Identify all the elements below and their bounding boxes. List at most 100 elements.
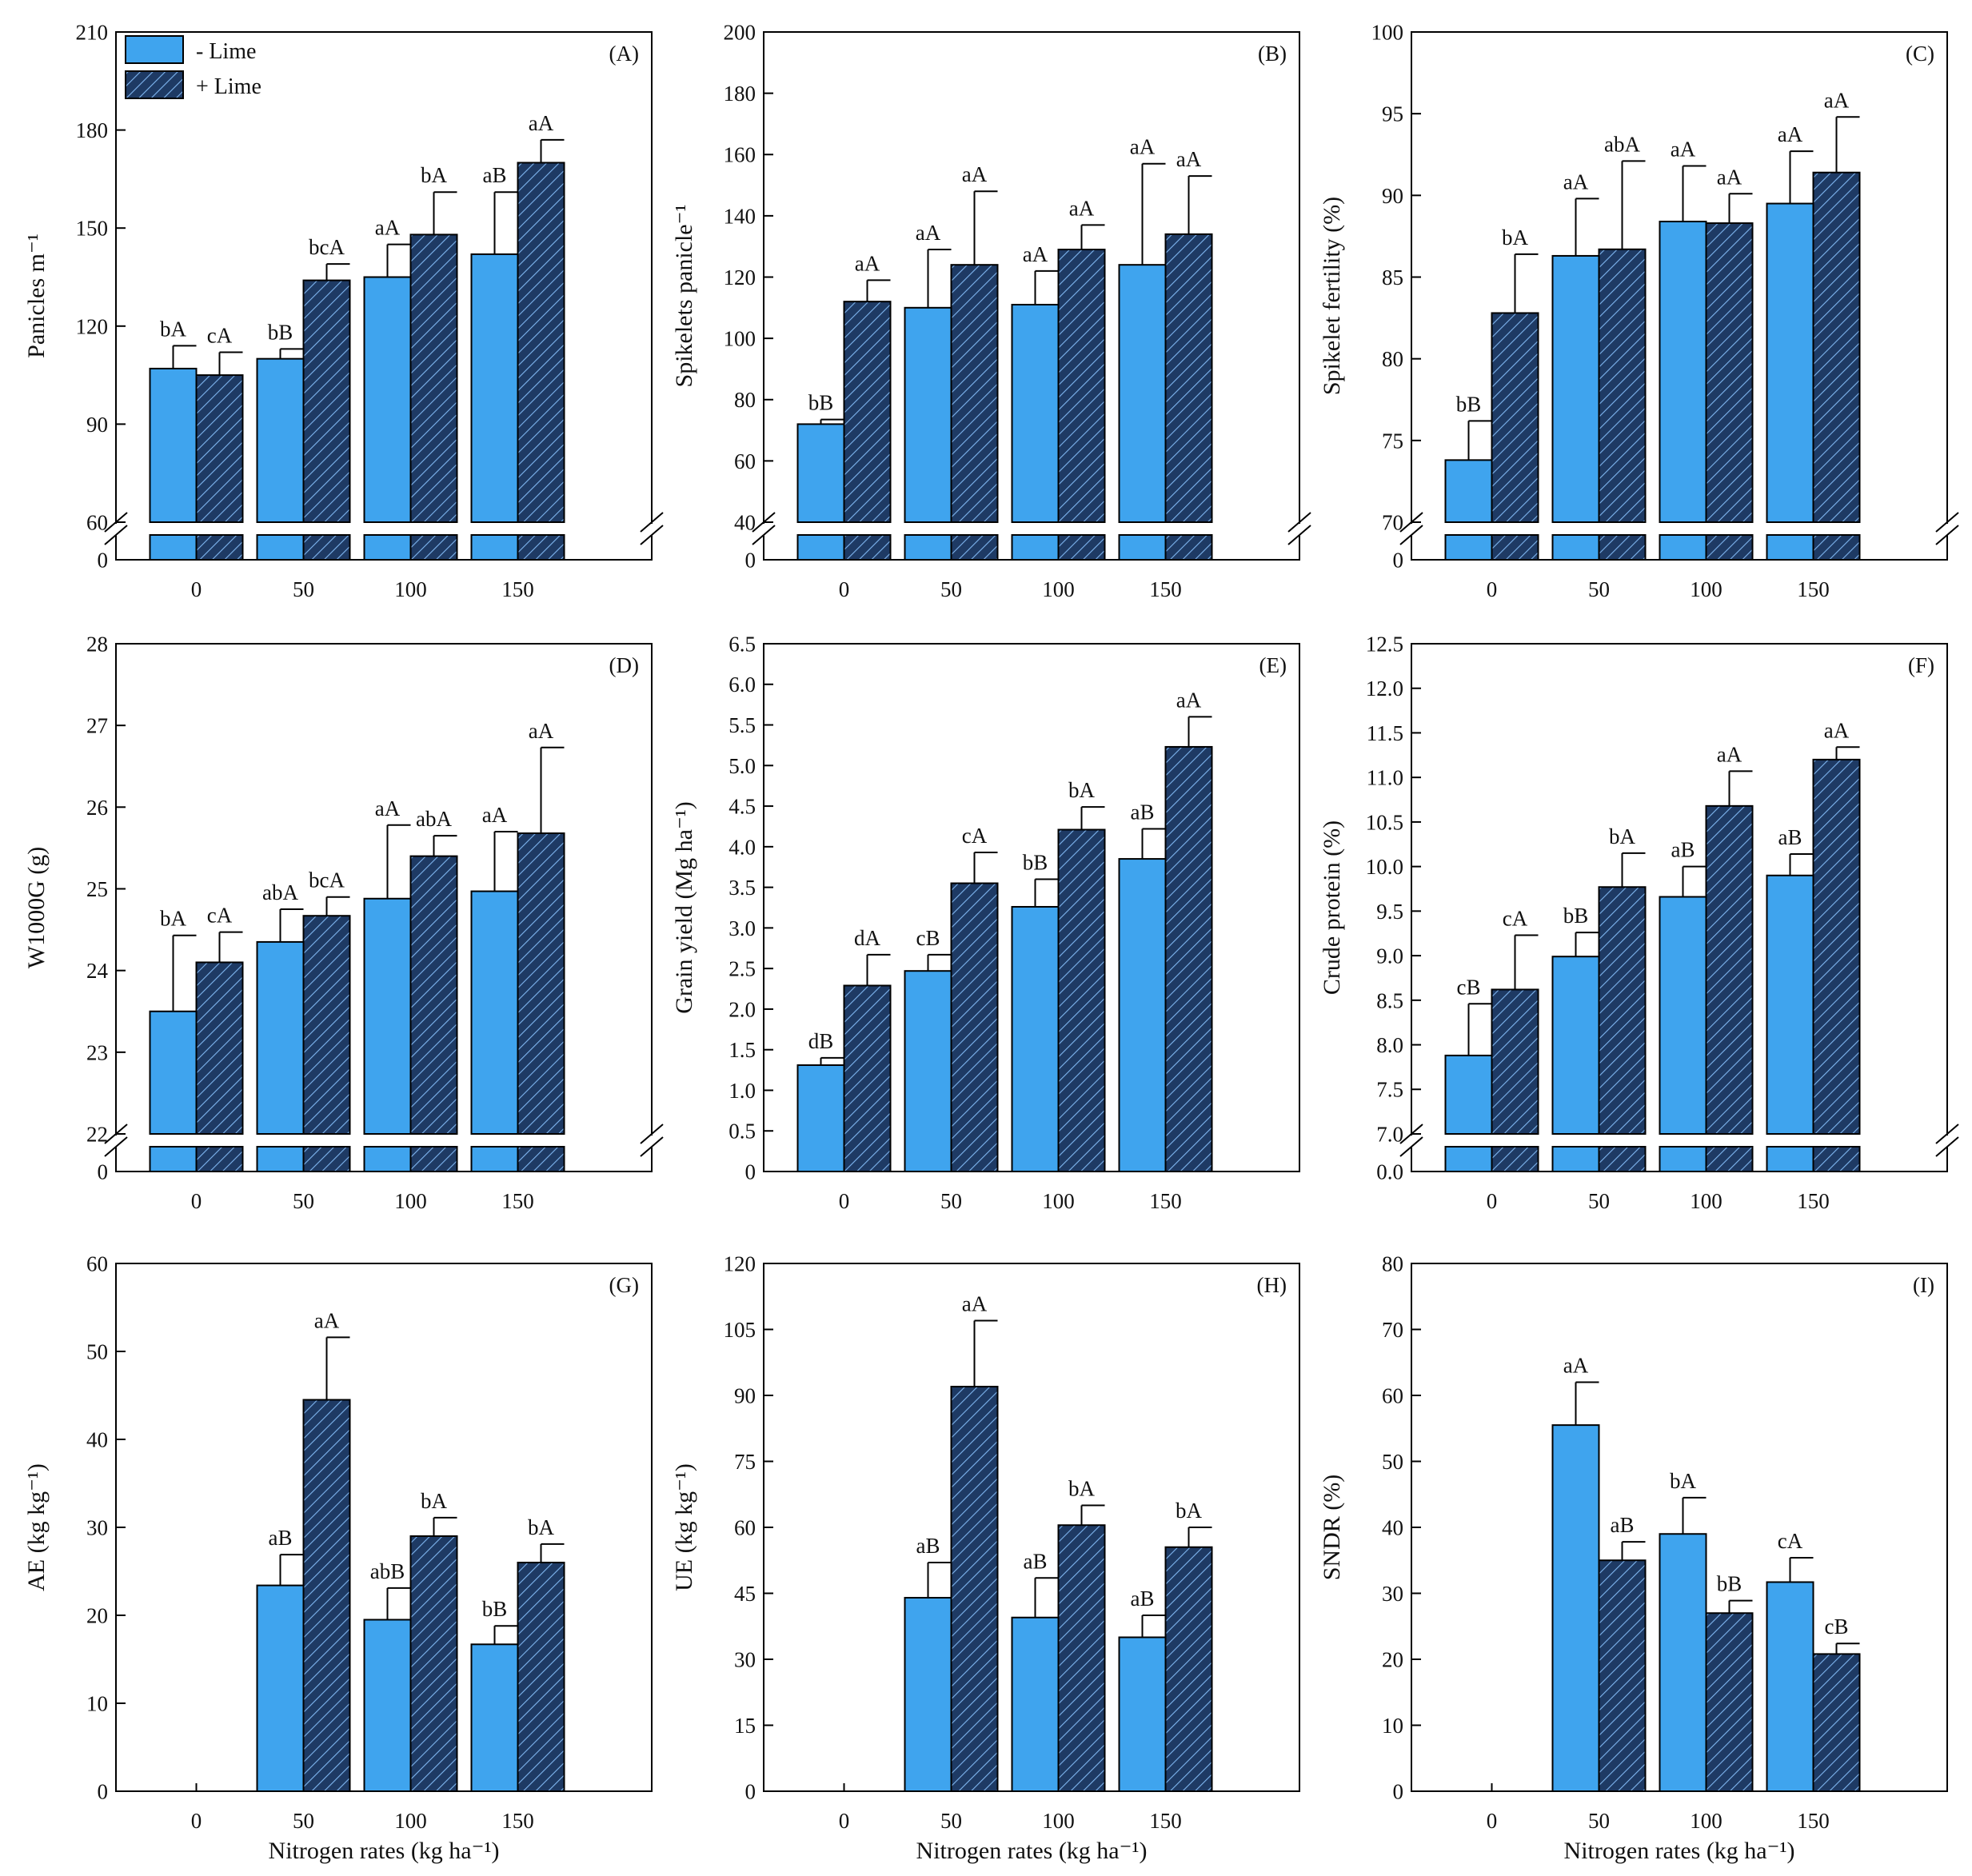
bar-stub [256,1146,305,1172]
significance-letter: aB [269,1526,293,1550]
significance-letter: aA [375,216,401,240]
y-tick-label: 12.5 [1366,632,1403,656]
bar-f-plus-0 [1491,988,1539,1135]
y-tick-label: 10 [86,1691,108,1715]
panel-label: (F) [1908,653,1934,677]
axis-break-mark-right [640,525,664,545]
significance-letter: aA [1130,135,1156,159]
y-tick-label: 180 [724,82,756,106]
y-tick-label: 11.5 [1367,721,1403,745]
x-tick-label: 50 [940,1189,962,1213]
panel-label: (H) [1257,1273,1287,1297]
y-tick-label: 7.5 [1376,1078,1403,1102]
y-tick-label: 95 [1382,102,1403,126]
y-tick-label: 180 [76,118,109,142]
y-tick-label: 15 [734,1714,756,1738]
panel-i: 0 10 20 30 40 50 60 70 80 0 50 100 150 aA bA cA aB bB cB (I… [1319,1251,1948,1864]
significance-letter: aA [1717,742,1742,766]
bar-stub [1766,534,1814,561]
bar-f-minus-100 [1659,896,1707,1135]
significance-letter: abB [370,1559,405,1583]
bar-b-minus-100 [1011,303,1060,523]
significance-letter: aA [1671,138,1696,162]
y-tick-label: 1.5 [729,1038,756,1062]
axis-break-mark-left [1399,1124,1423,1144]
x-tick-label: 100 [1690,1189,1723,1213]
y-tick-label: 2.5 [729,957,756,981]
significance-letter: cB [1825,1615,1849,1639]
y-tick-label: 9.0 [1376,944,1403,968]
y-tick-label: 40 [734,510,756,534]
bar-stub [517,1146,565,1172]
x-tick-label: 150 [501,1809,534,1833]
panel-label: (C) [1906,42,1934,66]
axis-break-mark-left [752,525,776,545]
significance-letter: aA [375,796,401,820]
bar-b-plus-0 [843,301,892,523]
y-tick-label: 80 [1382,347,1403,371]
significance-letter: aA [529,719,554,743]
y-tick-label: 11.0 [1367,766,1403,790]
significance-letter: aB [1671,838,1695,862]
y-tick-label: 80 [734,388,756,412]
bar-stub [1491,1146,1539,1172]
legend-label-plus-lime: + Lime [196,74,261,99]
panel-a: 60 90 120 150 180 210 0 0 50 100 150 bA bB aA aB cA bcA b… [23,20,664,601]
bar-i-minus-50 [1551,1424,1600,1792]
bar-stub [363,1146,412,1172]
x-tick-label: 100 [394,1809,427,1833]
x-tick-label: 100 [1042,1809,1075,1833]
bar-d-plus-150 [517,832,565,1135]
x-tick-label: 100 [1042,577,1075,601]
y-axis-title: SNDR (%) [1319,1475,1345,1581]
bar-stub [302,534,351,561]
y-tick-label: 90 [1382,184,1403,208]
bar-stub [950,534,999,561]
bar-g-minus-150 [470,1643,519,1793]
y-tick-label: 1.0 [729,1079,756,1103]
bar-stub [517,534,565,561]
bar-a-minus-0 [149,367,198,523]
y-tick-label: 80 [1382,1251,1403,1275]
bar-d-minus-0 [149,1010,198,1135]
y-tick-label: 60 [86,1251,108,1275]
bar-i-minus-150 [1766,1581,1814,1792]
y-tick-label: 0.5 [729,1120,756,1144]
x-tick-label: 0 [191,1189,202,1213]
y-tick-label: 210 [76,20,109,44]
x-tick-label: 150 [1797,1809,1830,1833]
bar-stub [149,534,198,561]
y-tick-label: 24 [86,959,109,983]
bar-stub [1766,1146,1814,1172]
y-tick-label: 160 [724,143,756,167]
y-tick-label: 70 [1382,1318,1403,1342]
bar-stub [1659,534,1707,561]
y-tick-label: 60 [734,449,756,473]
bar-i-plus-100 [1705,1612,1754,1792]
bar-i-minus-100 [1659,1533,1707,1792]
x-tick-label: 0 [839,1809,850,1833]
bar-a-minus-100 [363,276,412,523]
significance-letter: bB [1456,392,1482,416]
significance-letter: bA [528,1515,555,1539]
bar-stub [1812,1146,1861,1172]
y-axis-title: AE (kg kg⁻¹) [23,1463,50,1591]
x-tick-label: 50 [1588,1189,1610,1213]
bar-stub [149,1146,198,1172]
bar-a-minus-150 [470,253,519,523]
significance-letter: bcA [309,868,345,892]
y-tick-label: 50 [1382,1450,1403,1474]
significance-letter: cA [1778,1529,1803,1553]
panel-label: (D) [609,653,639,677]
axis-break-mark-right [640,1124,664,1144]
y-tick-label: 60 [1382,1383,1403,1407]
bar-stub [904,534,952,561]
bar-stub [1444,1146,1493,1172]
bar-a-minus-50 [256,357,305,523]
y-axis-title: Crude protein (%) [1319,820,1345,995]
significance-letter: aA [1023,242,1048,266]
bar-stub [1812,534,1861,561]
significance-letter: aA [482,803,508,827]
significance-letter: aB [1131,800,1155,824]
bar-i-plus-50 [1598,1559,1647,1792]
